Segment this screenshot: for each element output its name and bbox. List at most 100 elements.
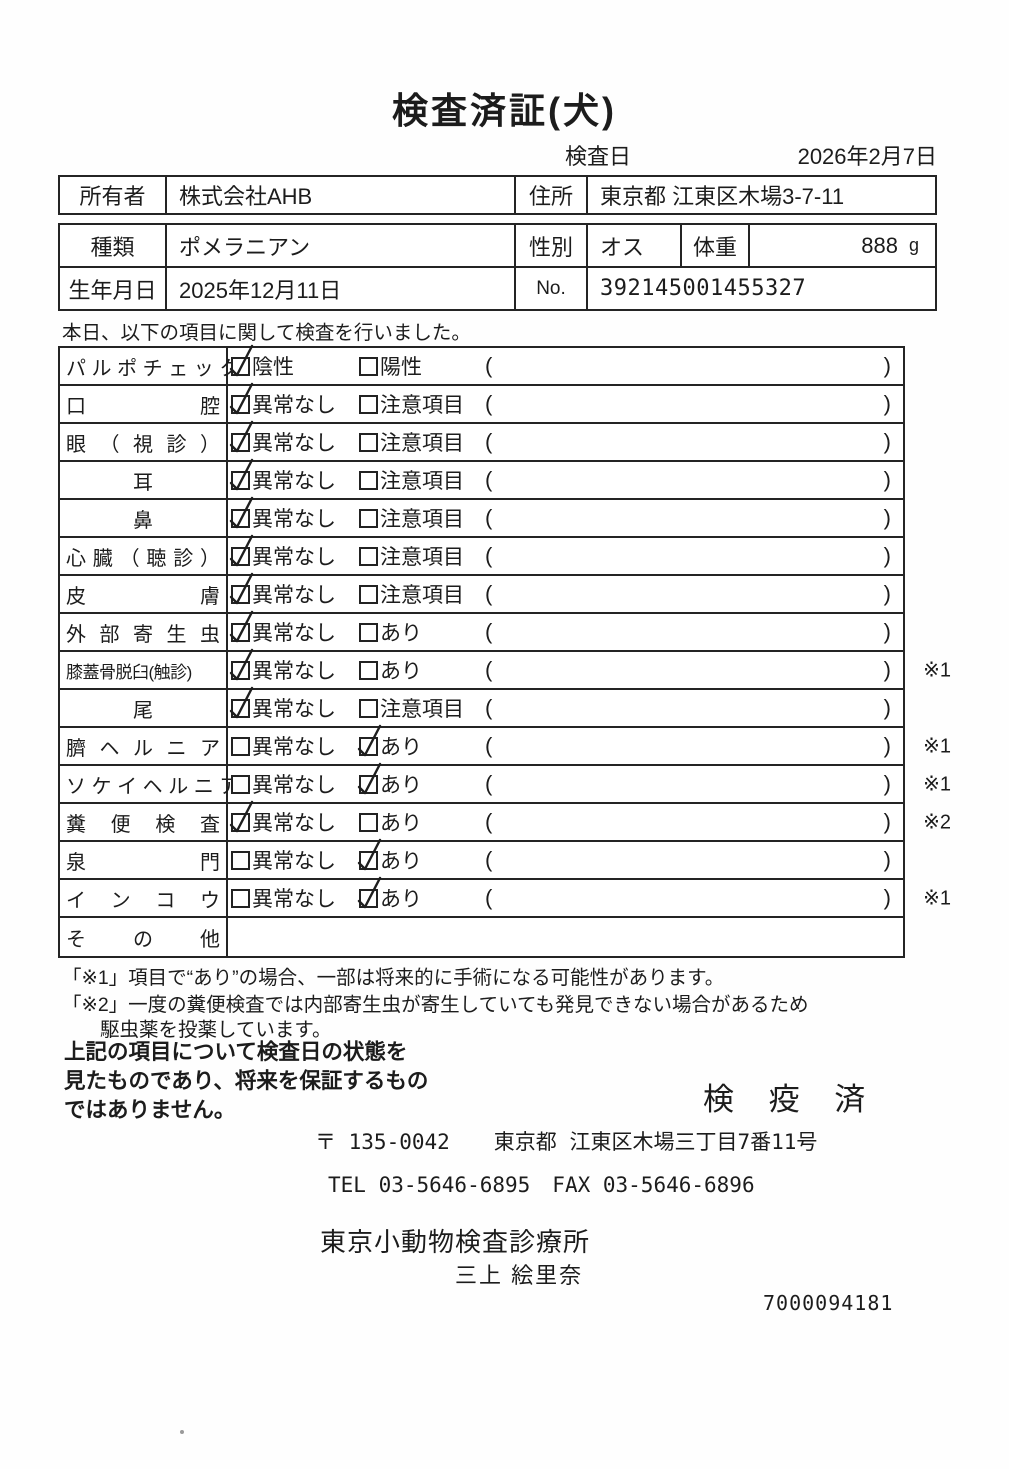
open-paren: ( (485, 391, 493, 416)
option-1-label: 異常なし (252, 812, 336, 835)
checkbox (229, 420, 254, 452)
checkbox (229, 344, 254, 376)
item-label: 耳 (133, 471, 153, 494)
option-2-label: あり (380, 660, 422, 683)
option-2: 注意項目 (359, 693, 464, 723)
option-2: あり (359, 807, 422, 837)
owner-row: 所有者 株式会社AHB 住所 東京都 江東区木場3-7-11 (60, 177, 935, 213)
item-label-cell: 鼻 (60, 500, 228, 536)
option-1: 異常なし (229, 534, 336, 571)
item-label: 臍 ヘ ル ニ ア (66, 737, 220, 760)
item-result-cell: 異常なし 注意項目 ( ) (228, 534, 903, 574)
close-paren: ) (883, 847, 891, 872)
owner-label: 所有者 (60, 177, 167, 213)
inspection-date-value: 2026年2月7日 (797, 144, 937, 169)
table-row: 口 腔 異常なし 注意項目 ( ) (60, 382, 903, 424)
table-row: パ ル ポ チ ェ ッ ク 陰性 陽性 ( ) (60, 344, 903, 386)
checkbox (229, 496, 254, 528)
scan-speck (180, 1430, 184, 1434)
certificate-title: 検査済証(犬) (392, 90, 617, 131)
footnote-1: 「※1」項目で“あり”の場合、一部は将来的に手術になる可能性があります。 (62, 967, 725, 989)
option-1-label: 異常なし (252, 432, 336, 455)
option-1: 異常なし (229, 382, 336, 419)
option-1: 異常なし (231, 845, 336, 875)
checkbox (359, 698, 378, 718)
clinic-name: 東京小動物検査診療所 (320, 1227, 591, 1257)
close-paren: ) (883, 885, 891, 910)
checkbox (359, 508, 378, 528)
option-1-label: 異常なし (252, 470, 336, 493)
postal-code: 〒 135-0042 (315, 1130, 450, 1154)
table-row: 外 部 寄 生 虫 異常なし あり ( ) (60, 610, 903, 652)
weight-value: 888 g (750, 225, 935, 266)
option-2: 陽性 (359, 351, 422, 381)
option-1-label: 異常なし (252, 508, 336, 531)
checkbox (357, 876, 382, 908)
birthdate-value: 2025年12月11日 (167, 268, 516, 309)
open-paren: ( (485, 771, 493, 796)
option-2: 注意項目 (359, 579, 464, 609)
item-label-cell: 外 部 寄 生 虫 (60, 614, 228, 650)
open-paren: ( (485, 467, 493, 492)
weight-number: 888 (861, 232, 898, 258)
option-2-label: 注意項目 (380, 698, 464, 721)
close-paren: ) (883, 543, 891, 568)
close-paren: ) (883, 467, 891, 492)
breed-label: 種類 (60, 225, 167, 266)
table-row: 糞 便 検 査 異常なし あり ( ) ※2 (60, 800, 951, 842)
item-result-cell: 異常なし 注意項目 ( ) (228, 496, 903, 536)
open-paren: ( (485, 809, 493, 834)
disclaimer-line-2: 見たものであり、将来を保証するもの (64, 1069, 429, 1093)
item-result-cell: 異常なし 注意項目 ( ) (228, 686, 903, 726)
option-1: 異常なし (229, 648, 336, 685)
option-1: 異常なし (229, 686, 336, 723)
clinic-contact-row: TEL 03-5646-6895 FAX 03-5646-6896 (328, 1173, 755, 1197)
option-1 (231, 928, 252, 947)
open-paren: ( (485, 733, 493, 758)
number-label: No. (516, 268, 588, 309)
option-2-label: あり (380, 774, 422, 797)
option-2: 注意項目 (359, 389, 464, 419)
check-table: パ ル ポ チ ェ ッ ク 陰性 陽性 ( ) 口 腔 (58, 344, 951, 958)
open-paren: ( (485, 543, 493, 568)
item-result-cell: 異常なし あり ( ) ※1 (228, 876, 951, 916)
item-result-cell: 異常なし あり ( ) ※1 (228, 648, 951, 688)
number-value: 392145001455327 (600, 276, 807, 301)
option-1: 異常なし (229, 458, 336, 495)
checkbox (229, 382, 254, 414)
option-1: 異常なし (231, 883, 336, 913)
checkbox (231, 736, 250, 756)
option-2-label: 注意項目 (380, 432, 464, 455)
inspection-date-row: 検査日 2026年2月7日 (565, 139, 937, 171)
option-1: 陰性 (229, 344, 294, 381)
item-label: そ の 他 (66, 928, 220, 951)
item-label-cell: 心 臓 （ 聴 診 ） (60, 538, 228, 574)
option-2-label: あり (380, 850, 422, 873)
item-label-cell: ソ ケ イ ヘ ル ニ ア (60, 766, 239, 802)
close-paren: ) (883, 657, 891, 682)
disclaimer: 上記の項目について検査日の状態を 見たものであり、将来を保証するもの ではありま… (64, 1038, 428, 1125)
close-paren: ) (883, 391, 891, 416)
table-row: 心 臓 （ 聴 診 ） 異常なし 注意項目 ( ) (60, 534, 903, 576)
table-row: 泉 門 異常なし あり ( ) (60, 838, 903, 880)
reference-mark: ※1 (923, 659, 951, 682)
reference-mark: ※2 (923, 811, 951, 834)
item-result-cell: 異常なし あり ( ) ※1 (228, 724, 951, 764)
footnote-2-continued: 駆虫薬を投薬しています。 (100, 1019, 332, 1041)
checkbox (357, 724, 382, 756)
option-1-label: 異常なし (252, 698, 336, 721)
option-2: 注意項目 (359, 541, 464, 571)
item-label: 口 腔 (66, 395, 220, 418)
reference-mark: ※1 (923, 735, 951, 758)
intro-sentence: 本日、以下の項目に関して検査を行いました。 (62, 322, 471, 344)
option-2-label: あり (380, 736, 422, 759)
item-label: 外 部 寄 生 虫 (66, 623, 220, 646)
table-row: 膝蓋骨脱臼(触診) 異常なし あり ( ) ※1 (60, 648, 951, 690)
table-row: 耳 異常なし 注意項目 ( ) (60, 458, 903, 500)
item-label: 心 臓 （ 聴 診 ） (66, 547, 220, 570)
checkbox (229, 686, 254, 718)
checkbox (359, 356, 378, 376)
item-result-cell: 異常なし あり ( ) (228, 610, 903, 650)
fax-number: FAX 03-5646-6896 (552, 1173, 755, 1197)
item-label-cell: 尾 (60, 690, 228, 726)
